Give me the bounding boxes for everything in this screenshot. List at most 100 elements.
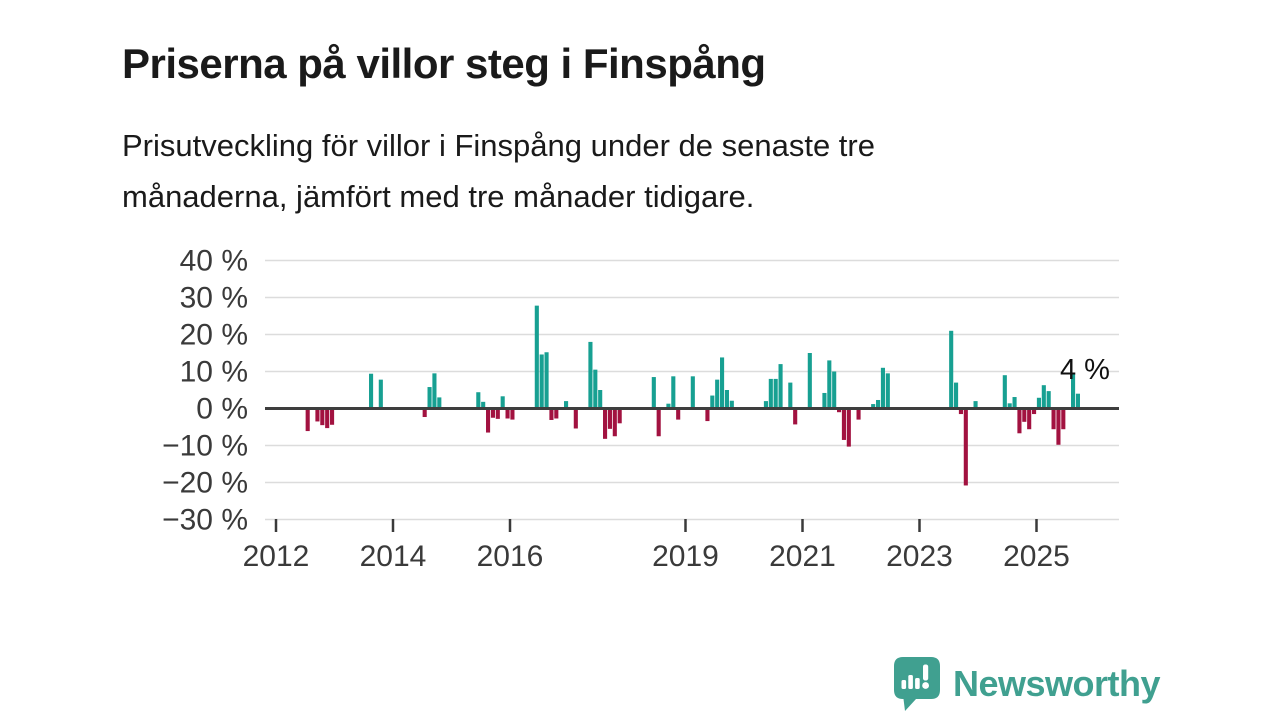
bar-2025-02: [1041, 385, 1046, 409]
bar-2021-08: [837, 408, 842, 413]
bar-2024-10: [1022, 408, 1027, 422]
bar-2025-03: [1046, 391, 1051, 409]
x-axis-label: 2014: [360, 540, 427, 573]
bar-2019-05: [705, 408, 710, 422]
bar-2017-02: [573, 408, 578, 429]
bar-2017-11: [617, 408, 622, 424]
logo-exclamation-dot: [922, 682, 929, 689]
bar-2022-05: [880, 367, 885, 409]
bar-2020-11: [793, 408, 798, 425]
latest-value-annotation: 4 %: [1060, 354, 1110, 386]
bar-2022-06: [885, 373, 890, 409]
bar-2017-06: [593, 369, 598, 409]
x-axis-label: 2012: [243, 540, 310, 573]
bar-2018-06: [651, 377, 656, 409]
bar-2018-07: [656, 408, 661, 437]
bar-2016-09: [549, 408, 554, 420]
bar-2021-07: [832, 371, 837, 409]
bar-2016-10: [554, 408, 559, 419]
bar-2025-04: [1051, 408, 1056, 430]
bar-2016-12: [564, 401, 569, 409]
bar-2019-07: [715, 379, 720, 409]
x-axis-label: 2023: [886, 540, 953, 573]
bar-2017-07: [598, 390, 603, 409]
bar-2014-10: [437, 397, 442, 409]
bar-2021-05: [822, 392, 827, 409]
bar-2015-11: [500, 396, 505, 409]
bar-2012-11: [325, 408, 330, 429]
logo-exclamation-bar: [922, 664, 929, 681]
bar-2018-10: [671, 376, 676, 409]
bar-2014-08: [427, 387, 432, 409]
y-axis-label: 10 %: [180, 356, 248, 389]
x-axis-label: 2019: [652, 540, 719, 573]
bar-2025-06: [1061, 408, 1066, 430]
y-axis-label: 20 %: [180, 319, 248, 352]
bar-2023-08: [954, 382, 959, 409]
bar-2012-07: [305, 408, 310, 432]
bar-2015-06: [476, 392, 481, 409]
bar-2023-09: [958, 408, 963, 415]
y-axis-label: −30 %: [162, 504, 248, 537]
bar-2023-07: [949, 330, 954, 409]
bar-2024-09: [1017, 408, 1022, 434]
bar-2017-08: [603, 408, 608, 439]
subtitle-line-1: Prisutveckling för villor i Finspång und…: [122, 128, 875, 163]
bar-2016-01: [510, 408, 515, 420]
bar-2015-10: [495, 408, 500, 419]
bar-2024-12: [1032, 408, 1037, 415]
bar-2021-09: [841, 408, 846, 440]
page-title: Priserna på villor steg i Finspång: [122, 40, 766, 88]
y-axis-label: 40 %: [180, 245, 248, 278]
bar-2021-12: [856, 408, 861, 420]
bar-2019-09: [724, 390, 729, 409]
bar-2016-08: [544, 352, 549, 409]
logo-bar-1: [901, 680, 907, 689]
y-axis-label: 0 %: [196, 393, 248, 426]
bar-2012-09: [315, 408, 320, 422]
newsworthy-logo-icon: [893, 657, 940, 711]
y-axis-label: −10 %: [162, 430, 248, 463]
x-axis-label: 2025: [1003, 540, 1070, 573]
bar-2013-08: [369, 373, 374, 409]
bar-2017-05: [588, 341, 593, 409]
bar-2019-02: [690, 376, 695, 409]
bar-2021-02: [807, 353, 812, 409]
bar-2019-06: [710, 395, 715, 409]
bar-2015-12: [505, 408, 510, 419]
bar-2020-05: [763, 401, 768, 409]
bar-2021-06: [827, 360, 832, 409]
bar-2015-07: [481, 401, 486, 409]
bar-2018-11: [676, 408, 681, 420]
bar-2019-10: [729, 400, 734, 409]
bar-2015-09: [490, 408, 495, 418]
bar-2020-08: [778, 364, 783, 409]
logo-bar-2: [908, 675, 913, 689]
bar-2019-08: [720, 357, 725, 409]
bar-2017-10: [612, 408, 617, 437]
logo-bar-3: [915, 678, 920, 689]
bar-2016-07: [539, 354, 544, 409]
bar-2014-09: [432, 373, 437, 409]
bar-2020-07: [773, 378, 778, 409]
newsworthy-logo: Newsworthy: [892, 656, 1161, 712]
bar-2013-10: [378, 379, 383, 409]
y-axis-label: −20 %: [162, 467, 248, 500]
bar-2025-01: [1036, 397, 1041, 409]
bar-2017-09: [607, 408, 612, 429]
bar-2018-09: [666, 403, 671, 409]
bar-2012-12: [330, 408, 335, 425]
bar-2015-08: [486, 408, 491, 433]
bar-2025-05: [1056, 408, 1061, 445]
bar-2024-06: [1002, 375, 1007, 409]
y-axis-label: 30 %: [180, 282, 248, 315]
newsworthy-logo-text: Newsworthy: [952, 663, 1161, 704]
bar-2020-06: [768, 378, 773, 409]
bar-2020-10: [788, 382, 793, 409]
bar-2025-09: [1075, 393, 1080, 409]
bar-2025-08: [1071, 373, 1076, 409]
bar-2021-10: [846, 408, 851, 447]
x-axis-label: 2021: [769, 540, 836, 573]
bar-2023-10: [963, 408, 968, 486]
